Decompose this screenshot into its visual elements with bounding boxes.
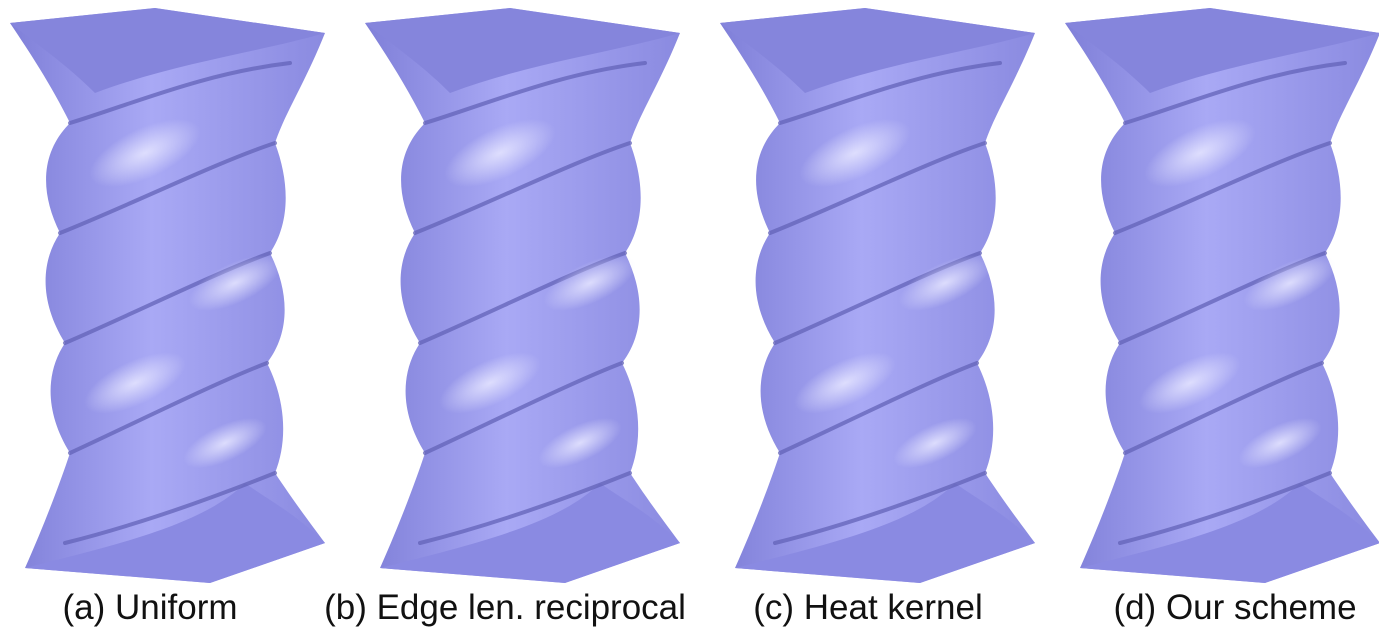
render-c bbox=[720, 8, 1035, 583]
renders bbox=[0, 0, 1379, 585]
caption: (a) Uniform bbox=[62, 588, 237, 628]
caption: (c) Heat kernel bbox=[753, 588, 983, 628]
caption: (b) Edge len. reciprocal bbox=[324, 588, 686, 628]
render-b bbox=[365, 8, 680, 583]
render-d bbox=[1065, 8, 1379, 583]
figure: (a) Uniform (b) Edge len. reciprocal (c)… bbox=[0, 0, 1379, 639]
caption: (d) Our scheme bbox=[1113, 588, 1356, 628]
render-a bbox=[10, 8, 325, 583]
